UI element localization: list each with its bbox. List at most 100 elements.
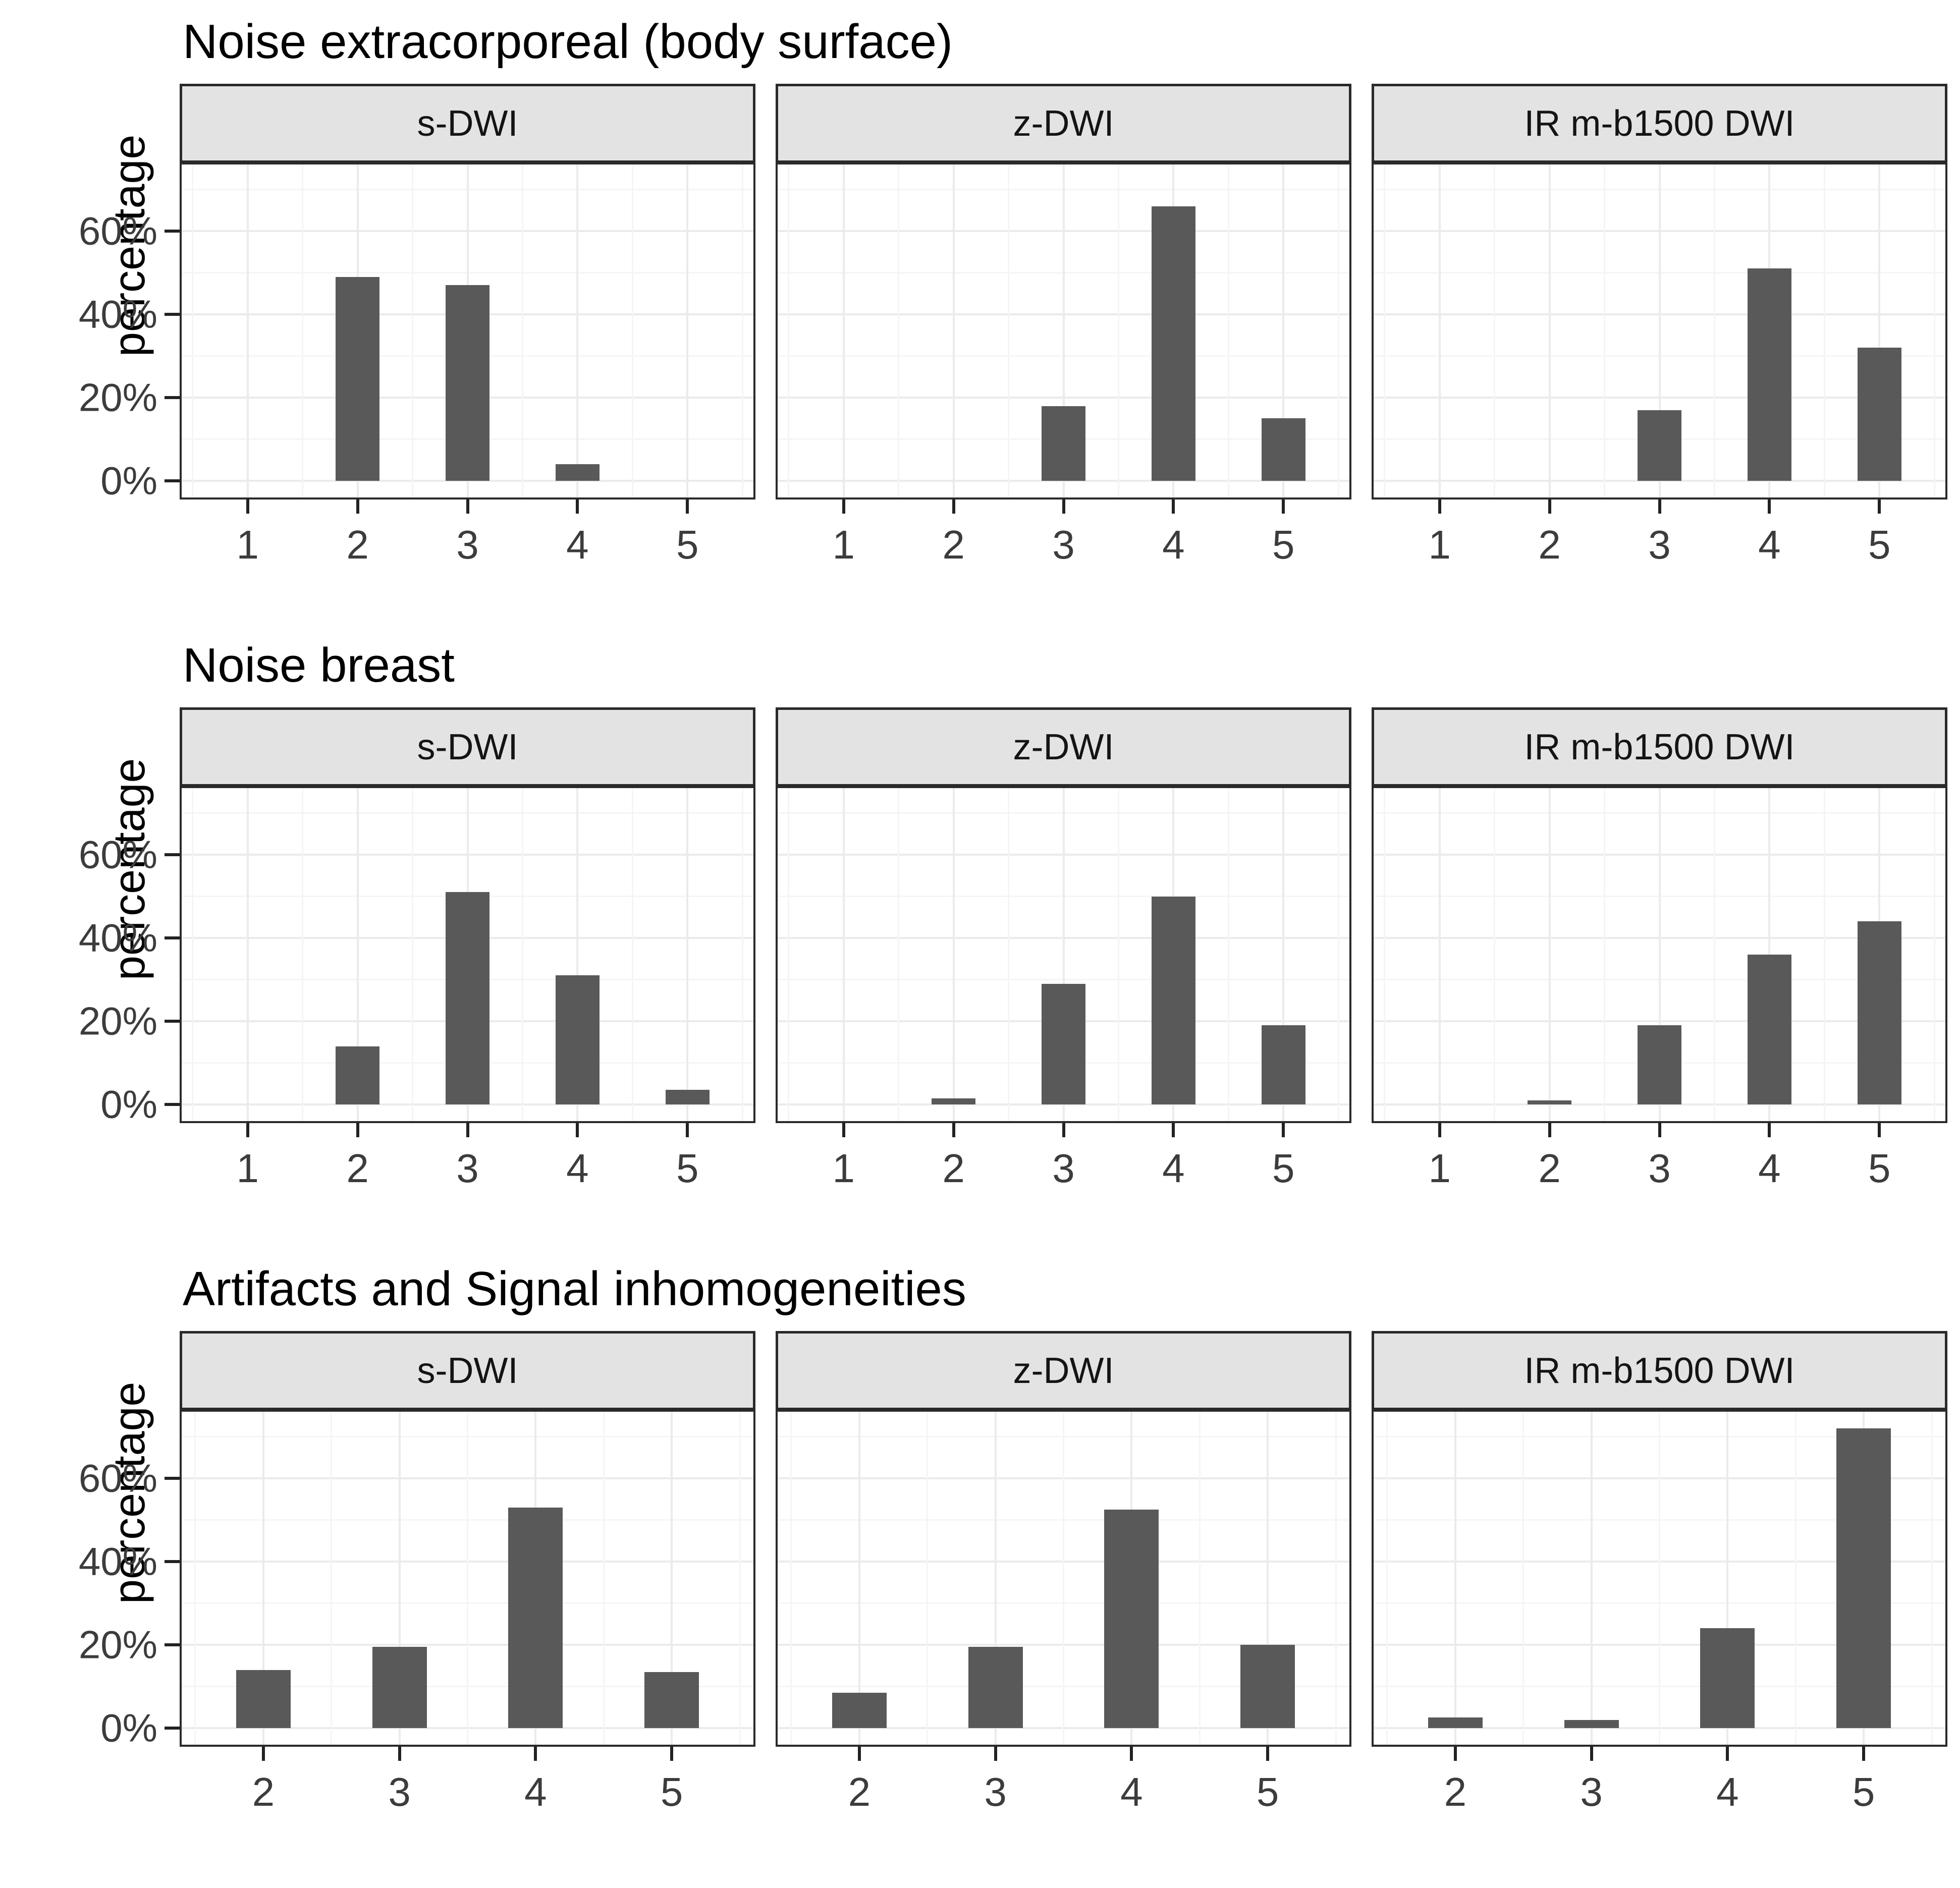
y-axis-title-column: percentage [13, 1331, 154, 1833]
x-tick-label: 2 [346, 522, 369, 567]
chart-row: percentage 0% 20% 40% 60% s-DWI 1 2 3 4 5 z-DWI 1 2 3 4… [13, 84, 1960, 585]
x-tick-label: 1 [832, 1146, 855, 1191]
bar [1700, 1628, 1755, 1728]
plot-panel [180, 1412, 755, 1747]
plot-panel [1372, 1412, 1947, 1747]
x-tick-mark [1548, 499, 1551, 514]
y-tick-label: 20% [78, 1622, 157, 1667]
x-tick-mark [261, 1747, 265, 1761]
plot-panel [1372, 164, 1947, 499]
bar [445, 285, 490, 481]
bar [555, 464, 600, 481]
gridline-major-v [952, 788, 955, 1121]
y-tick-mark [165, 1020, 180, 1023]
bar [932, 1098, 976, 1104]
gridline-minor-v [331, 1412, 333, 1745]
x-tick-mark [246, 1123, 249, 1137]
y-tick-mark [165, 479, 180, 482]
gridline-major-v [1267, 1412, 1269, 1745]
gridline-major-v [842, 164, 845, 497]
x-tick-mark [1590, 1747, 1593, 1761]
x-tick-label: 3 [388, 1769, 411, 1814]
gridline-minor-v [741, 164, 743, 497]
gridline-minor-v [1494, 164, 1496, 497]
bar [665, 1090, 710, 1104]
x-tick-label: 4 [524, 1769, 547, 1814]
plot-panel [180, 788, 755, 1123]
bar [1041, 406, 1086, 481]
gridline-minor-v [192, 164, 194, 497]
gridline-major-v [1062, 788, 1065, 1121]
gridline-minor-v [1337, 788, 1339, 1121]
y-axis: 0% 20% 40% 60% [66, 1331, 180, 1830]
gridline-minor-v [927, 1412, 929, 1745]
x-tick-label: 5 [660, 1769, 683, 1814]
x-axis: 2 3 4 5 [1372, 1747, 1947, 1833]
x-tick-label: 2 [252, 1769, 275, 1814]
facet: z-DWI 2 3 4 5 [776, 1331, 1351, 1833]
facet-strip-label: z-DWI [1013, 103, 1114, 144]
x-axis: 1 2 3 4 5 [180, 1123, 755, 1209]
bar [1528, 1100, 1572, 1104]
x-tick-label: 1 [236, 1146, 259, 1191]
x-tick-mark [1062, 1123, 1065, 1137]
gridline-major-v [842, 788, 845, 1121]
bar [1240, 1645, 1295, 1728]
gridline-minor-v [1713, 788, 1715, 1121]
gridline-minor-v [1063, 1412, 1064, 1745]
bar [445, 892, 490, 1104]
x-tick-mark [398, 1747, 401, 1761]
facet-strip-label: IR m-b1500 DWI [1524, 727, 1795, 767]
y-tick-mark [165, 1477, 180, 1480]
x-tick-label: 2 [942, 522, 965, 567]
gridline-minor-v [1335, 1412, 1337, 1745]
x-tick-mark [1282, 1123, 1285, 1137]
gridline-minor-v [790, 1412, 792, 1745]
chart-row: percentage 0% 20% 40% 60% s-DWI 1 2 3 4 5 z-DWI 1 2 3 4… [13, 707, 1960, 1209]
bar [1261, 418, 1305, 481]
x-tick-mark [1726, 1747, 1729, 1761]
x-tick-mark [1658, 1123, 1661, 1137]
gridline-major-v [1454, 1412, 1456, 1745]
facet-strip-label: IR m-b1500 DWI [1524, 1350, 1795, 1391]
gridline-minor-v [631, 164, 633, 497]
x-tick-label: 1 [1428, 1146, 1451, 1191]
x-tick-mark [576, 499, 579, 514]
gridline-major-v [1438, 788, 1441, 1121]
y-tick-label: 60% [78, 832, 157, 877]
x-tick-label: 5 [1868, 1146, 1891, 1191]
gridline-minor-v [1522, 1412, 1525, 1745]
facet-strip-label: z-DWI [1013, 727, 1114, 767]
x-tick-mark [246, 499, 249, 514]
gridline-minor-v [1659, 1412, 1660, 1745]
x-tick-mark [952, 499, 955, 514]
x-tick-mark [1438, 1123, 1441, 1137]
x-tick-mark [1862, 1747, 1866, 1761]
plot-panel [776, 1412, 1351, 1747]
gridline-minor-v [1227, 164, 1229, 497]
x-tick-label: 2 [1538, 522, 1561, 567]
y-tick-label: 60% [78, 208, 157, 253]
bar [1637, 410, 1682, 481]
gridline-major-v [1282, 788, 1285, 1121]
y-tick-mark [165, 936, 180, 939]
bar [555, 975, 600, 1104]
bar [336, 1046, 380, 1104]
gridline-major-v [1438, 164, 1441, 497]
x-tick-mark [356, 499, 359, 514]
bar [1637, 1025, 1682, 1104]
facet-strip: IR m-b1500 DWI [1372, 707, 1947, 788]
gridline-major-v [1878, 164, 1881, 497]
x-tick-mark [1282, 499, 1285, 514]
gridline-major-v [262, 1412, 264, 1745]
gridline-major-v [246, 788, 249, 1121]
gridline-minor-v [1604, 164, 1606, 497]
y-tick-mark [165, 1727, 180, 1730]
gridline-minor-v [741, 788, 743, 1121]
gridline-minor-v [192, 788, 194, 1121]
x-tick-mark [466, 499, 469, 514]
x-tick-label: 3 [1648, 1146, 1671, 1191]
gridline-minor-v [1337, 164, 1339, 497]
gridline-minor-v [1794, 1412, 1796, 1745]
